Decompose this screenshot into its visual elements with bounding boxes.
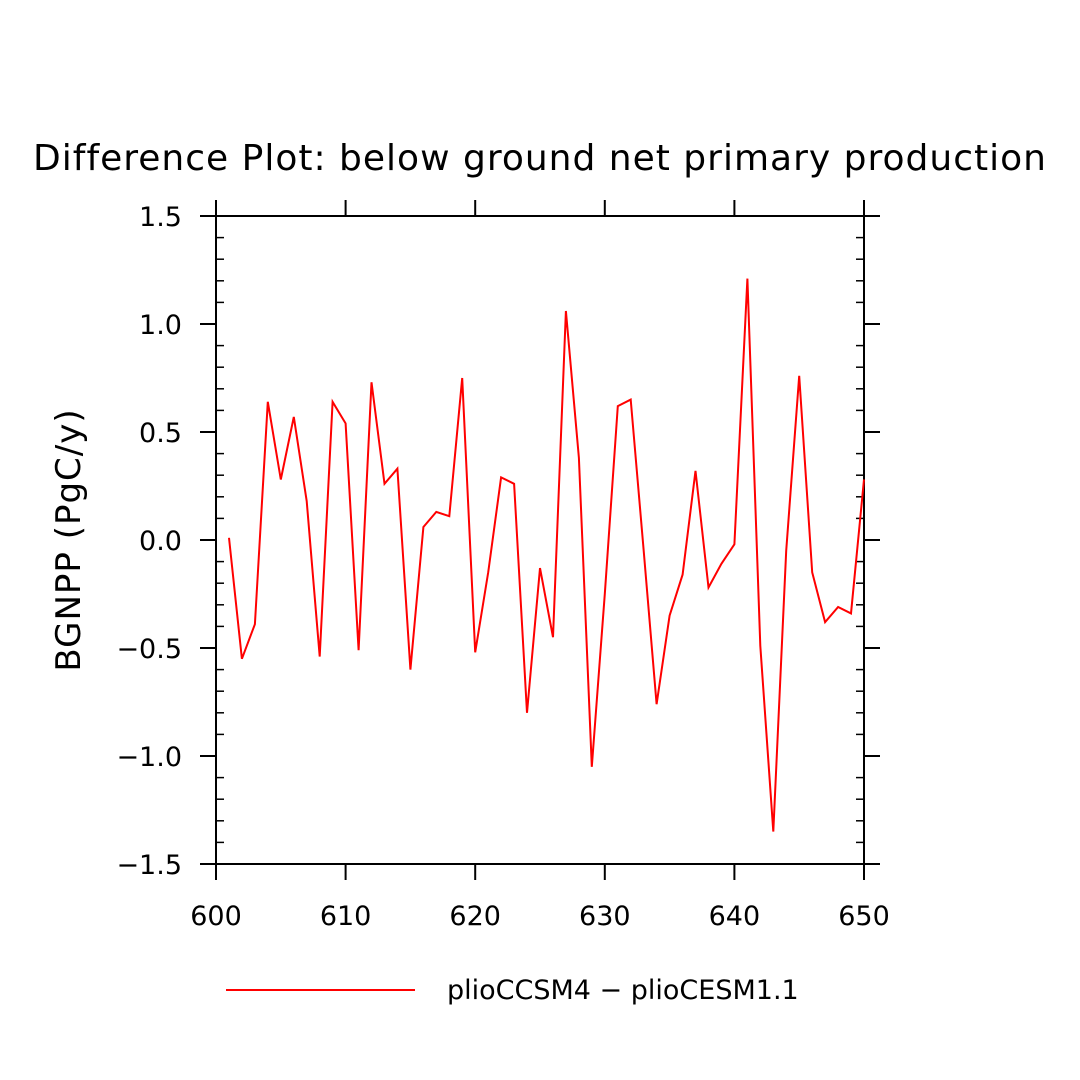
y-tick-label: −0.5	[116, 634, 182, 665]
data-point	[720, 563, 722, 565]
y-axis-label: BGNPP (PgC/y)	[49, 408, 89, 671]
data-point	[565, 310, 567, 312]
y-tick-label: −1.0	[116, 742, 182, 773]
x-tick-label: 650	[838, 901, 890, 932]
chart-title: Difference Plot: below ground net primar…	[33, 138, 1047, 179]
data-point	[695, 470, 697, 472]
data-point	[241, 658, 243, 660]
axis-ticks	[200, 200, 880, 880]
data-point	[669, 615, 671, 617]
data-point	[487, 571, 489, 573]
data-point	[811, 571, 813, 573]
data-point	[733, 543, 735, 545]
x-tick-label: 600	[190, 901, 242, 932]
data-point	[863, 479, 865, 481]
y-tick-label: 0.0	[139, 526, 182, 557]
x-tick-label: 630	[579, 901, 631, 932]
data-point	[396, 468, 398, 470]
data-point	[837, 606, 839, 608]
data-point	[656, 703, 658, 705]
x-tick-label: 610	[320, 901, 372, 932]
x-tick-label: 620	[449, 901, 501, 932]
data-point	[707, 587, 709, 589]
data-point	[371, 381, 373, 383]
data-point	[617, 405, 619, 407]
data-point	[604, 593, 606, 595]
data-point	[422, 526, 424, 528]
data-point	[785, 550, 787, 552]
y-tick-label: −1.5	[116, 850, 182, 881]
data-point	[578, 457, 580, 459]
data-point	[824, 621, 826, 623]
data-point	[772, 831, 774, 833]
data-point	[643, 550, 645, 552]
data-point	[409, 669, 411, 671]
data-point	[474, 651, 476, 653]
series-line	[228, 278, 865, 832]
data-point	[228, 537, 230, 539]
data-point	[332, 401, 334, 403]
legend-label: plioCCSM4 − plioCESM1.1	[447, 975, 799, 1006]
data-point	[500, 476, 502, 478]
data-point	[254, 623, 256, 625]
data-point	[461, 377, 463, 379]
data-points	[228, 278, 865, 833]
data-point	[630, 399, 632, 401]
data-point	[435, 511, 437, 513]
data-point	[591, 766, 593, 768]
data-point	[280, 479, 282, 481]
y-tick-label: 0.5	[139, 418, 182, 449]
data-point	[759, 645, 761, 647]
data-point	[383, 483, 385, 485]
data-point	[513, 483, 515, 485]
plot-frame	[215, 215, 865, 865]
data-point	[448, 515, 450, 517]
data-point	[358, 649, 360, 651]
data-point	[345, 422, 347, 424]
data-point	[539, 567, 541, 569]
legend: plioCCSM4 − plioCESM1.1	[226, 975, 799, 1006]
data-point	[293, 416, 295, 418]
data-point	[526, 712, 528, 714]
data-point	[306, 500, 308, 502]
data-point	[682, 574, 684, 576]
data-point	[267, 401, 269, 403]
data-point	[746, 278, 748, 280]
data-point	[552, 636, 554, 638]
y-tick-label: 1.5	[139, 202, 182, 233]
data-point	[850, 612, 852, 614]
data-point	[798, 375, 800, 377]
data-point	[319, 656, 321, 658]
tick-labels: 600 610 620 630 640 650 1.5 1.0 0.5 0.0 −0.5 −1.0 −1…	[116, 202, 889, 932]
x-tick-label: 640	[709, 901, 761, 932]
y-tick-label: 1.0	[139, 310, 182, 341]
